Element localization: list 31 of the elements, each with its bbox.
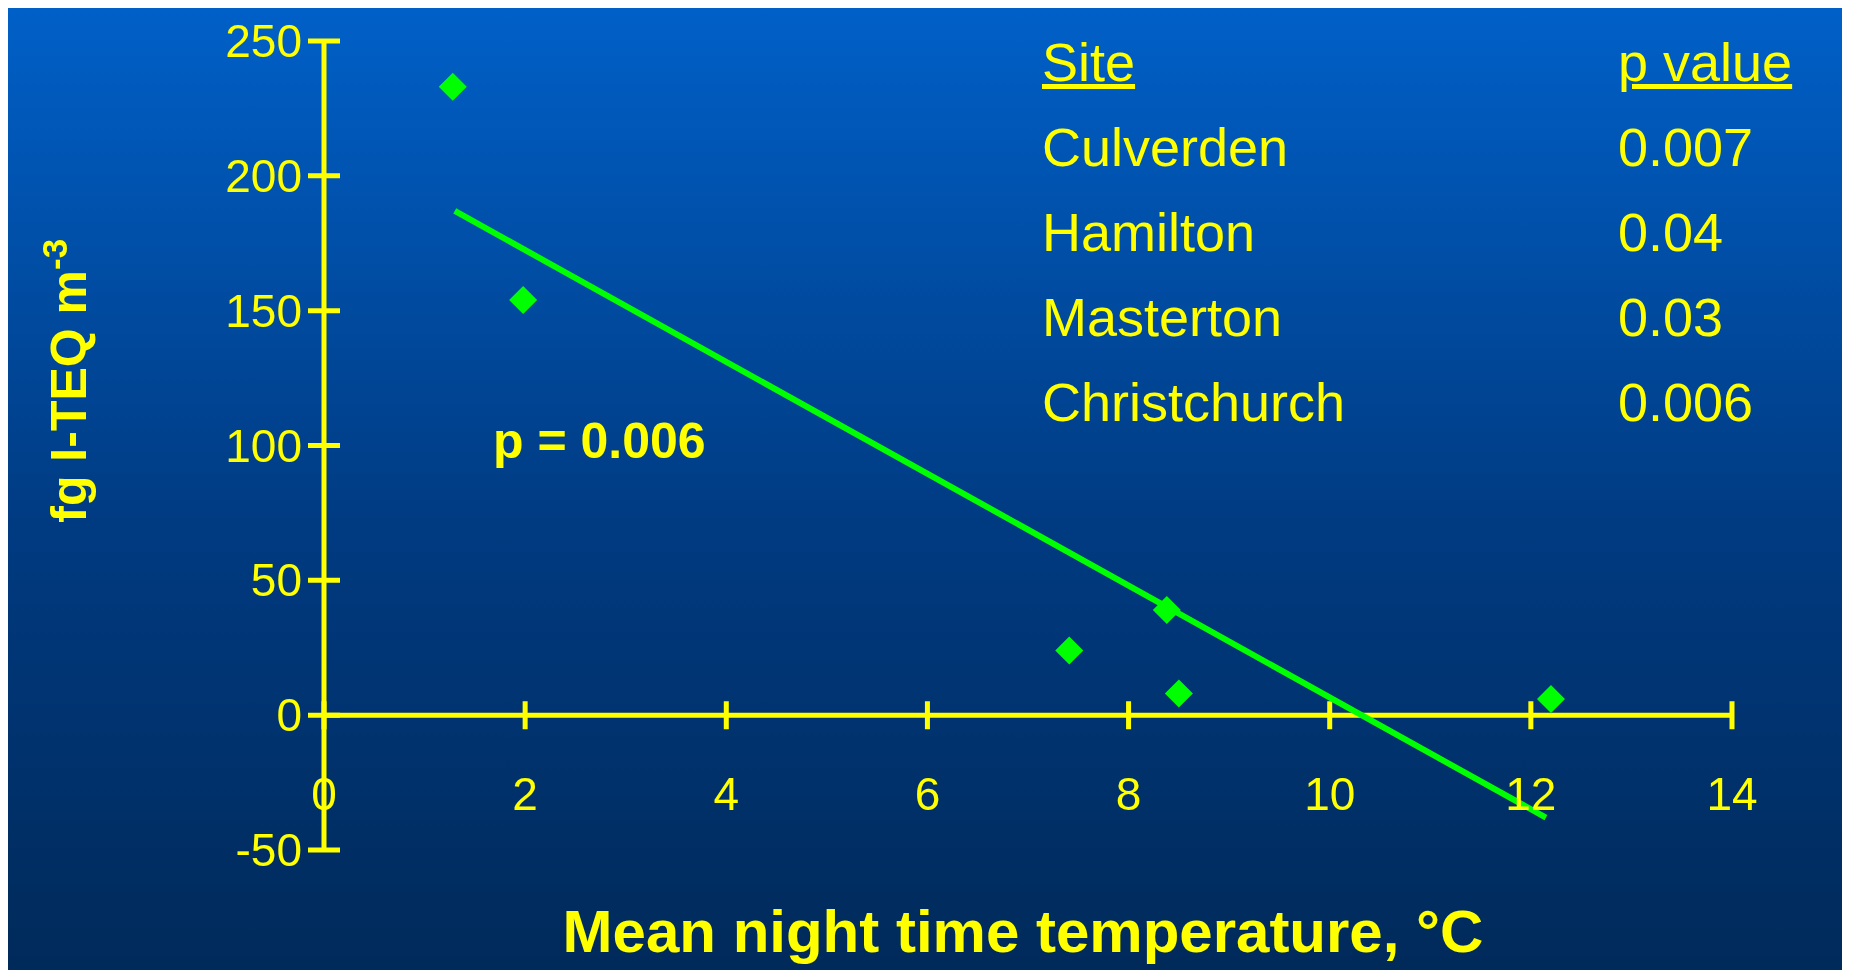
x-tick-label: 6	[914, 768, 941, 821]
point	[509, 285, 538, 314]
y-tick-label: 50	[250, 554, 302, 607]
y-tick-label: 100	[225, 419, 302, 472]
point	[1164, 679, 1193, 708]
annotation: 0.006	[1618, 371, 1754, 434]
annotation: p = 0.006	[493, 413, 706, 469]
annotation: Christchurch	[1042, 371, 1347, 434]
point	[1055, 636, 1084, 665]
x-tick-label: 14	[1706, 768, 1758, 821]
annotation: Culverden	[1042, 116, 1290, 179]
x-tick-label: 12	[1505, 768, 1557, 821]
x-tick-label: 10	[1304, 768, 1356, 821]
y-tick-label: -50	[235, 824, 302, 876]
x-axis-title: Mean night time temperature, °C	[562, 898, 1484, 965]
y-tick-label: 250	[225, 15, 302, 67]
x-tick-label: 8	[1115, 768, 1142, 821]
y-tick-label: 0	[276, 689, 302, 742]
annotation: p value	[1618, 31, 1793, 94]
y-tick-label: 200	[225, 149, 302, 202]
point	[1536, 684, 1565, 713]
annotation: Masterton	[1042, 286, 1284, 349]
annotation: 0.007	[1618, 116, 1754, 179]
annotation: Hamilton	[1042, 201, 1257, 264]
point	[438, 72, 467, 101]
x-tick-label: 2	[512, 768, 538, 821]
y-tick-label: 150	[225, 284, 302, 337]
annotation: 0.04	[1618, 201, 1724, 264]
annotation: 0.03	[1618, 286, 1724, 349]
x-tick-label: 4	[713, 768, 740, 821]
annotation: Site	[1042, 31, 1137, 94]
